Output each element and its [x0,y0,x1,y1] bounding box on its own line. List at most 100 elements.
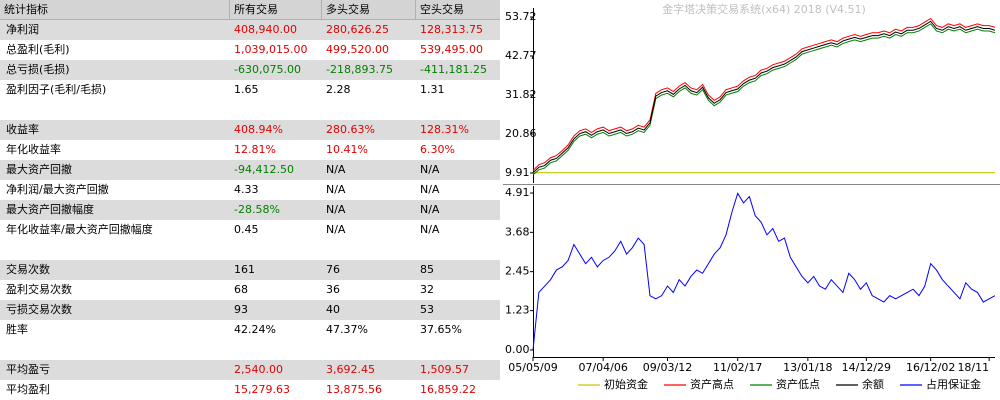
metric-value: 539,495.00 [420,43,483,56]
y-tick-label: 53.72 [505,10,537,23]
metric-value: 3,692.45 [326,363,375,376]
metric-label: 收益率 [6,123,39,136]
metric-value: 15,279.63 [234,383,290,396]
metric-value: 2,540.00 [234,363,283,376]
equity-charts: 金字塔决策交易系统(x64) 2018 (V4.51) 53.72 42.77 31.… [503,0,1000,400]
stats-row: 总盈利(毛利) 1,039,015.00 499,520.00 539,495.00 [0,40,500,60]
metric-value: 12.81% [234,143,276,156]
metric-label: 总盈利(毛利) [6,43,70,56]
stats-row: 最大资产回撤幅度 -28.58% N/A N/A [0,200,500,220]
metric-value: N/A [326,163,346,176]
metric-label: 总亏损(毛损) [6,63,70,76]
chart-background [503,0,1000,400]
metric-label: 胜率 [6,323,28,336]
series-line [532,17,996,171]
series-line [532,20,996,174]
metric-label: 年化收益率/最大资产回撤幅度 [6,223,153,236]
legend-label: 资产高点 [690,377,734,391]
metric-value: 408.94% [234,123,283,136]
metric-value: 1.31 [420,83,445,96]
y-tick-label: 9.91 [505,166,530,179]
stats-row: 胜率 42.24% 47.37% 37.65% [0,320,500,340]
metric-value: N/A [420,223,440,236]
stats-row: 净利润/最大资产回撤 4.33 N/A N/A [0,180,500,200]
metric-label: 平均盈亏 [6,363,50,376]
header-row: 统计指标 所有交易 多头交易 空头交易 [0,0,500,20]
x-tick-label: 14/12/29 [842,361,891,374]
y-tick-label: 4.91 [505,186,530,199]
metric-value: 36 [326,283,340,296]
legend-label: 资产低点 [776,377,820,391]
stats-row: 交易次数 161 76 85 [0,260,500,280]
x-tick-label: 13/01/18 [783,361,832,374]
y-tick-label: 2.45 [505,265,530,278]
legend-label: 初始资金 [604,377,648,391]
metric-value: 13,875.56 [326,383,382,396]
x-tick-label: 11/02/17 [713,361,762,374]
metric-value: 68 [234,283,248,296]
stats-row: 总亏损(毛损) -630,075.00 -218,893.75 -411,181.25 [0,60,500,80]
metric-value: N/A [326,223,346,236]
legend-label: 占用保证金 [926,377,981,391]
metric-value: 10.41% [326,143,368,156]
metric-value: N/A [326,203,346,216]
stats-row: 平均盈亏 2,540.00 3,692.45 1,509.57 [0,360,500,380]
metric-label: 净利润/最大资产回撤 [6,183,109,196]
metric-label: 平均盈利 [6,383,50,396]
y-tick-label: 42.77 [505,49,537,62]
metric-value: 499,520.00 [326,43,389,56]
series-line [532,23,996,176]
metric-value: 32 [420,283,434,296]
metric-value: 16,859.22 [420,383,476,396]
metric-value: 0.45 [234,223,259,236]
stats-row: 最大资产回撤 -94,412.50 N/A N/A [0,160,500,180]
metric-value: 1,509.57 [420,363,469,376]
column-header: 统计指标 [4,3,48,16]
metric-value: 6.30% [420,143,455,156]
metric-value: -411,181.25 [420,63,487,76]
y-tick-label: 1.23 [505,304,530,317]
metric-label: 净利润 [6,23,39,36]
metric-value: 37.65% [420,323,462,336]
metric-label: 最大资产回撤 [6,163,72,176]
metric-value: 408,940.00 [234,23,297,36]
y-tick-label: 20.86 [505,127,537,140]
metric-value: 53 [420,303,434,316]
y-tick-label: 0.00 [505,343,530,356]
stats-row: 平均盈利 15,279.63 13,875.56 16,859.22 [0,380,500,400]
metric-value: N/A [420,183,440,196]
stats-row: 净利润 408,940.00 280,626.25 128,313.75 [0,20,500,40]
metric-value: 85 [420,263,434,276]
x-tick-label: 05/05/09 [508,361,557,374]
stats-row: 亏损交易次数 93 40 53 [0,300,500,320]
stats-row: 盈利因子(毛利/毛损) 1.65 2.28 1.31 [0,80,500,100]
metric-label: 年化收益率 [6,143,61,156]
metric-value: 2.28 [326,83,351,96]
column-header: 空头交易 [415,0,464,19]
column-header: 多头交易 [321,0,370,19]
metric-label: 交易次数 [6,263,50,276]
stats-row: 收益率 408.94% 280.63% 128.31% [0,120,500,140]
stats-row: 年化收益率/最大资产回撤幅度 0.45 N/A N/A [0,220,500,240]
metric-value: 42.24% [234,323,276,336]
metric-label: 最大资产回撤幅度 [6,203,94,216]
metric-label: 亏损交易次数 [6,303,72,316]
metric-value: N/A [420,203,440,216]
stats-row: 盈利交易次数 68 36 32 [0,280,500,300]
y-tick-label: 3.68 [505,225,530,238]
metric-value: 280.63% [326,123,375,136]
metric-value: -218,893.75 [326,63,393,76]
x-tick-label: 16/12/02 [906,361,955,374]
metric-value: 280,626.25 [326,23,389,36]
chart-title: 金字塔决策交易系统(x64) 2018 (V4.51) [662,2,866,16]
metric-value: 128,313.75 [420,23,483,36]
x-tick-label: 18/11 [957,361,989,374]
metric-value: 128.31% [420,123,469,136]
metric-value: -630,075.00 [234,63,301,76]
legend-label: 余额 [862,377,884,391]
y-tick-label: 31.82 [505,88,537,101]
metric-value: N/A [326,183,346,196]
metric-label: 盈利交易次数 [6,283,72,296]
metric-value: N/A [420,163,440,176]
